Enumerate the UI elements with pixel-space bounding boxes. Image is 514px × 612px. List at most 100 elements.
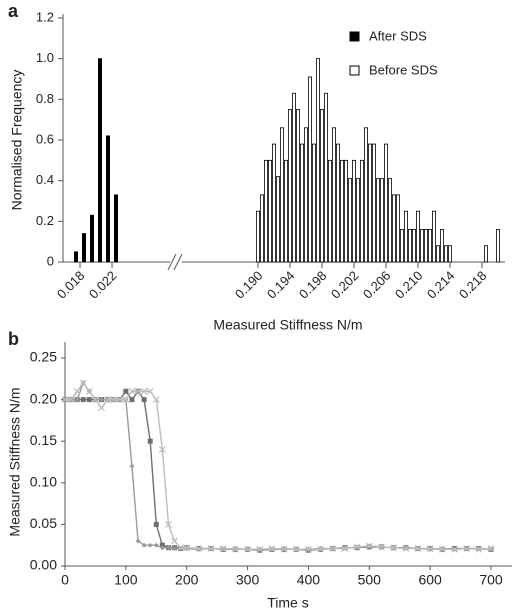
x-axis-label: Measured Stiffness N/m bbox=[213, 317, 362, 333]
bar bbox=[347, 178, 352, 263]
marker bbox=[104, 396, 112, 404]
marker bbox=[110, 396, 118, 404]
marker bbox=[475, 545, 483, 553]
bar bbox=[315, 58, 320, 263]
bar bbox=[303, 127, 308, 263]
bar bbox=[399, 229, 404, 263]
y-tick-label: 1.0 bbox=[36, 50, 54, 65]
bar bbox=[443, 245, 448, 263]
bar bbox=[427, 229, 432, 263]
marker bbox=[292, 545, 300, 553]
y-tick-label: 0.25 bbox=[30, 349, 57, 365]
bar bbox=[355, 178, 360, 263]
marker bbox=[365, 542, 373, 550]
marker bbox=[207, 545, 215, 552]
bar bbox=[267, 159, 272, 263]
x-tick-label: 100 bbox=[114, 572, 138, 588]
marker bbox=[165, 520, 172, 528]
bar bbox=[327, 159, 332, 263]
x-tick-label: 0.194 bbox=[264, 268, 298, 302]
x-tick-label: 0.214 bbox=[424, 268, 458, 302]
bar bbox=[335, 143, 340, 263]
bar bbox=[114, 194, 119, 263]
x-tick-label: 700 bbox=[479, 572, 503, 588]
y-tick-label: 0.6 bbox=[36, 131, 54, 146]
y-tick-label: 0.00 bbox=[30, 557, 57, 573]
marker bbox=[85, 387, 93, 395]
bar bbox=[379, 178, 384, 263]
x-tick-label: 500 bbox=[358, 572, 382, 588]
bar bbox=[359, 159, 364, 263]
marker bbox=[86, 397, 92, 403]
bar bbox=[363, 127, 368, 263]
bar bbox=[90, 214, 95, 263]
y-tick-label: 0.15 bbox=[30, 432, 57, 448]
bar bbox=[367, 143, 372, 263]
marker bbox=[341, 545, 349, 552]
bar bbox=[415, 210, 420, 263]
bar bbox=[403, 210, 408, 263]
marker bbox=[451, 545, 458, 553]
bar bbox=[339, 159, 344, 263]
marker bbox=[135, 538, 141, 544]
bar bbox=[383, 143, 388, 263]
bar bbox=[106, 135, 111, 263]
marker bbox=[177, 544, 185, 552]
marker bbox=[99, 397, 105, 403]
x-tick-label: 200 bbox=[175, 572, 199, 588]
bar bbox=[331, 127, 336, 263]
marker bbox=[438, 545, 446, 553]
marker bbox=[487, 545, 495, 552]
marker bbox=[158, 446, 166, 453]
bar bbox=[287, 109, 292, 263]
y-tick-label: 0.4 bbox=[36, 172, 54, 187]
marker bbox=[141, 542, 147, 548]
bar bbox=[311, 143, 316, 263]
y-tick-label: 0.05 bbox=[30, 515, 57, 531]
x-tick-label: 0.018 bbox=[54, 268, 88, 302]
marker bbox=[134, 387, 142, 395]
marker bbox=[159, 545, 165, 551]
marker bbox=[73, 387, 81, 395]
marker bbox=[153, 542, 159, 548]
bar bbox=[295, 109, 300, 263]
y-axis-label: Normalised Frequency bbox=[9, 70, 25, 211]
bar bbox=[343, 159, 348, 263]
x-tick-label: 0.198 bbox=[296, 268, 330, 302]
bar bbox=[375, 178, 380, 263]
marker bbox=[463, 545, 471, 552]
bar bbox=[263, 159, 268, 263]
marker bbox=[146, 387, 154, 395]
marker bbox=[390, 544, 398, 552]
marker bbox=[378, 543, 385, 551]
bar bbox=[387, 178, 392, 263]
y-tick-label: 0 bbox=[47, 253, 54, 268]
bar bbox=[419, 229, 424, 263]
series-line bbox=[65, 390, 492, 551]
marker bbox=[79, 379, 87, 387]
x-tick-label: 0.202 bbox=[328, 268, 362, 302]
marker bbox=[74, 397, 80, 403]
bar bbox=[395, 194, 400, 263]
bar bbox=[319, 109, 324, 263]
bar bbox=[391, 194, 396, 263]
x-tick-label: 300 bbox=[236, 572, 260, 588]
x-axis-label: Time s bbox=[267, 595, 308, 611]
marker bbox=[402, 545, 410, 552]
marker bbox=[353, 543, 361, 551]
x-tick-label: 0.218 bbox=[456, 268, 490, 302]
marker bbox=[317, 545, 325, 553]
bar bbox=[279, 127, 284, 263]
marker bbox=[256, 545, 264, 553]
bar bbox=[495, 229, 500, 263]
marker bbox=[172, 546, 178, 552]
bar bbox=[74, 251, 79, 263]
bar bbox=[411, 229, 416, 263]
series-line bbox=[65, 381, 492, 551]
x-tick-label: 0.190 bbox=[232, 268, 266, 302]
marker bbox=[129, 397, 135, 403]
bar bbox=[98, 58, 103, 263]
marker bbox=[231, 545, 239, 553]
marker bbox=[329, 545, 337, 552]
